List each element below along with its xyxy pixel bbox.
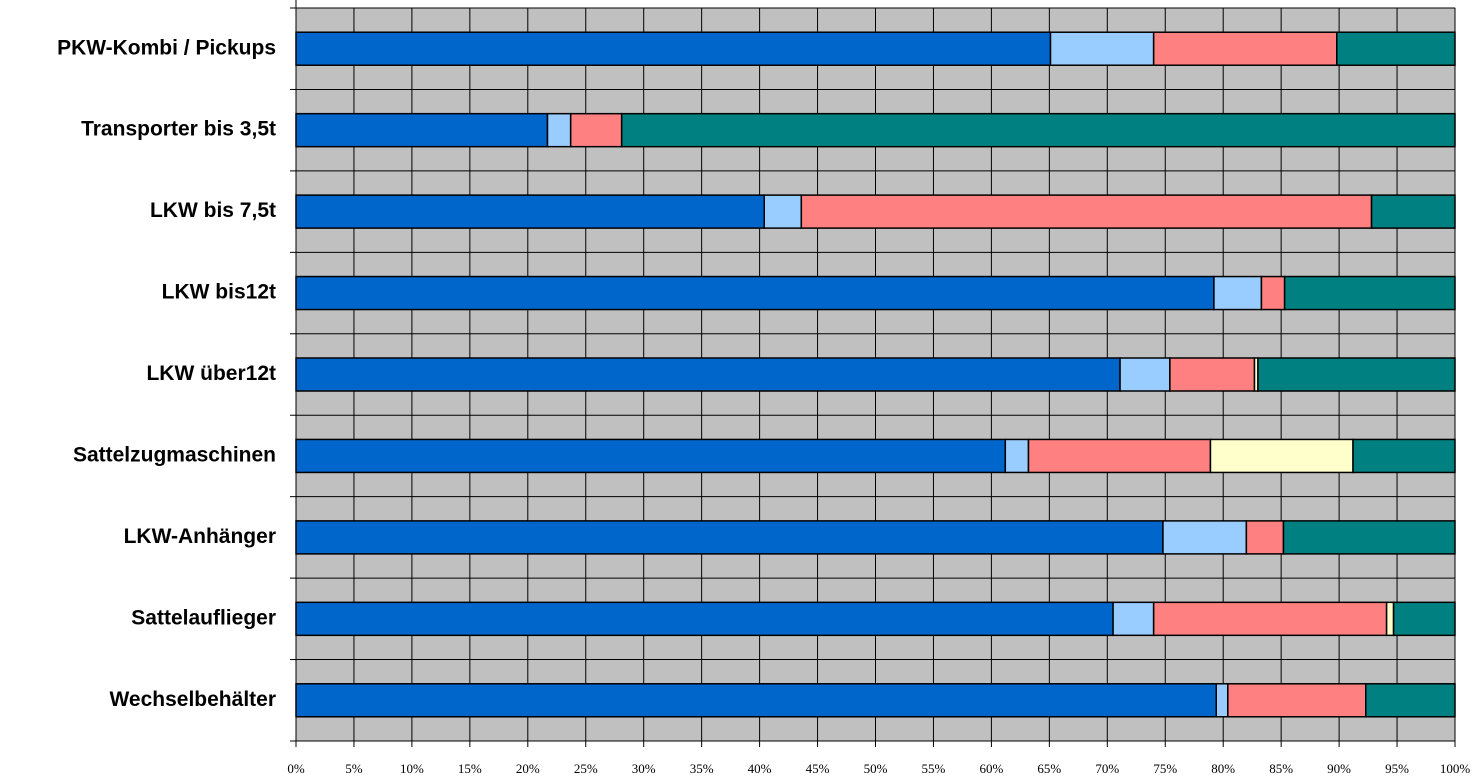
x-tick-label: 5% [345,761,363,776]
bar-segment [1385,601,1395,637]
x-tick-label: 10% [400,761,424,776]
x-tick-label: 35% [690,761,714,776]
x-tick-label: 30% [632,761,656,776]
bar-segment [1152,31,1338,66]
x-tick-label: 25% [574,761,598,776]
bar-segment [1215,683,1229,718]
bar-segment [295,31,1052,66]
x-tick-label: 50% [864,761,888,776]
bar-segment [295,438,1007,474]
bar-segment [763,194,803,229]
y-tick-label: Sattelauflieger [131,606,276,629]
bar-segment [1004,438,1030,474]
x-tick-label: 20% [516,761,540,776]
bar-segment [1257,357,1456,392]
x-tick-label: 60% [979,761,1003,776]
bar-segment [1049,31,1155,66]
x-tick-label: 65% [1037,761,1061,776]
bar-segment [1282,520,1456,555]
bar-segment [1162,520,1248,555]
bar-segment [1112,601,1155,637]
bar-segment [1336,31,1456,66]
bar-segment [1365,683,1456,718]
y-tick-label: LKW-Anhänger [124,525,276,548]
bar-segment [1027,438,1212,474]
x-tick-label: 85% [1269,761,1293,776]
x-tick-label: 90% [1327,761,1351,776]
bar-segment [569,112,623,148]
y-tick-label: Sattelzugmaschinen [73,443,276,466]
x-tick-label: 0% [287,761,305,776]
x-tick-label: 80% [1211,761,1235,776]
x-tick-label: 70% [1095,761,1119,776]
bar-segment [295,194,765,229]
bar-segment [1283,275,1456,311]
bar-segment [295,112,549,148]
bar-segment [295,601,1114,637]
y-tick-label: Wechselbehälter [109,688,276,711]
x-tick-label: 100% [1440,761,1471,776]
bar-segment [1152,601,1388,637]
bar-segment [1245,520,1285,555]
y-tick-label: LKW bis 7,5t [150,199,276,222]
bar-segment [1352,438,1456,474]
x-tick-label: 55% [922,761,946,776]
y-tick-label: LKW über12t [146,362,276,385]
bar-segment [800,194,1373,229]
x-tick-label: 45% [806,761,830,776]
y-tick-label: PKW-Kombi / Pickups [57,36,276,59]
x-tick-label: 95% [1385,761,1409,776]
y-tick-label: LKW bis12t [162,281,276,304]
bar-segment [295,357,1121,392]
bar-segment [620,112,1456,148]
y-tick-label: Transporter bis 3,5t [81,118,276,141]
bar-segment [1370,194,1456,229]
bar-segment [1227,683,1367,718]
x-tick-label: 15% [458,761,482,776]
x-tick-label: 75% [1153,761,1177,776]
bar-segment [1209,438,1354,474]
bar-segment [546,112,572,148]
x-tick-label: 40% [748,761,772,776]
bar-segment [1119,357,1171,392]
bar-segment [295,275,1215,311]
bar-segment [1260,275,1286,311]
bar-segment [1213,275,1263,311]
bar-segment [295,683,1217,718]
bar-segment [295,520,1164,555]
bar-segment [1392,601,1456,637]
bar-segment [1169,357,1256,392]
